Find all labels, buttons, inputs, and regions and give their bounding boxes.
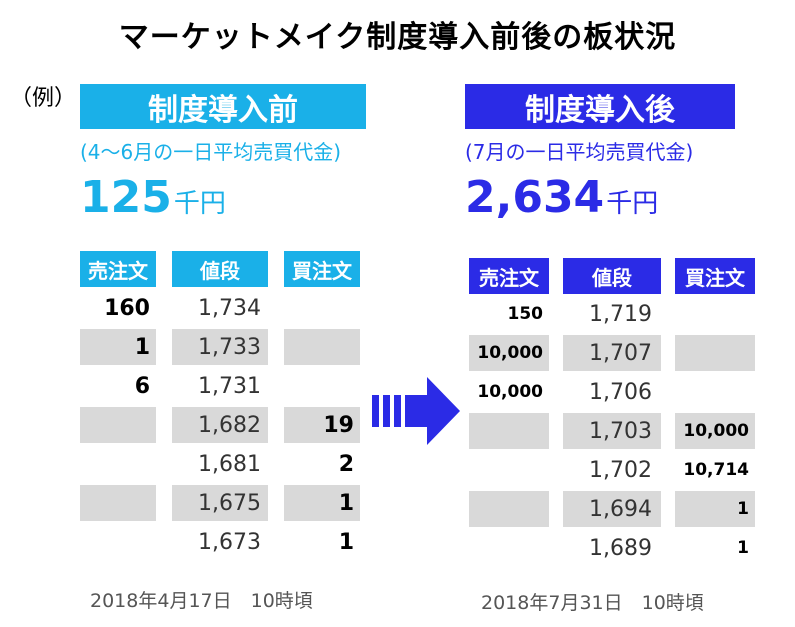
order-row: 1,689 1 [465,530,755,566]
sell-qty-cell [469,413,549,449]
order-row: 1,703 10,000 [465,413,755,449]
before-date: 2018年4月17日 10時頃 [90,590,313,612]
sell-qty-cell [80,407,156,443]
before-col-buy: 買注文 [284,251,360,287]
after-panel: 制度導入後 (7月の一日平均売買代金) 2,634千円 売注文 値段 買注文 1… [465,84,760,614]
price-cell: 1,707 [563,335,661,371]
after-amount-value: 2,634 [465,172,605,223]
price-cell: 1,681 [198,451,261,477]
buy-qty-cell: 1 [675,491,755,527]
buy-qty-cell [675,296,755,332]
after-col-sell: 売注文 [469,258,549,294]
buy-qty-cell [284,329,360,365]
sell-qty-cell: 10,000 [469,335,549,371]
sell-qty-cell: 6 [134,373,150,399]
buy-qty-cell: 19 [284,407,360,443]
buy-qty-cell [284,290,360,326]
sell-qty-cell: 160 [104,295,150,321]
sell-qty-cell [80,485,156,521]
order-row: 10,000 1,707 [465,335,755,371]
sell-qty-cell: 10,000 [477,382,543,402]
price-cell: 1,731 [198,373,261,399]
before-subtitle: (4～6月の一日平均売買代金) [80,140,342,164]
buy-qty-cell: 2 [338,451,354,477]
order-row: 6 1,731 [80,368,360,404]
sell-qty-cell [469,530,549,566]
price-cell: 1,689 [589,535,652,561]
before-panel: 制度導入前 (4～6月の一日平均売買代金) 125千円 売注文 値段 買注文 1… [80,84,366,614]
order-row: 1,681 2 [80,446,360,482]
buy-qty-cell: 1 [737,538,749,558]
price-cell: 1,719 [589,301,652,327]
order-row: 1,682 19 [80,407,360,443]
before-col-price: 値段 [172,251,268,287]
buy-qty-cell [675,374,755,410]
price-cell: 1,694 [563,491,661,527]
order-row: 160 1,734 [80,290,360,326]
order-row: 1,673 1 [80,524,360,560]
sell-qty-cell [80,446,156,482]
order-row: 150 1,719 [465,296,755,332]
buy-qty-cell: 1 [338,529,354,555]
before-col-sell: 売注文 [80,251,156,287]
sell-qty-cell [80,524,156,560]
arrow-right-icon [372,375,464,451]
after-date: 2018年7月31日 10時頃 [481,592,704,614]
page-title: マーケットメイク制度導入前後の板状況 [118,20,677,55]
after-subtitle: (7月の一日平均売買代金) [465,140,694,164]
after-header: 制度導入後 [465,84,735,129]
price-cell: 1,703 [563,413,661,449]
buy-qty-cell [284,368,360,404]
price-cell: 1,682 [172,407,268,443]
buy-qty-cell [675,335,755,371]
before-amount-unit: 千円 [173,189,226,219]
example-label: （例） [10,86,77,111]
price-cell: 1,702 [589,457,652,483]
price-cell: 1,733 [172,329,268,365]
sell-qty-cell: 150 [507,304,544,324]
order-row: 10,000 1,706 [465,374,755,410]
after-amount-unit: 千円 [606,189,659,219]
order-row: 1,694 1 [465,491,755,527]
before-header: 制度導入前 [80,84,366,129]
sell-qty-cell: 1 [80,329,156,365]
sell-qty-cell [469,491,549,527]
before-amount-value: 125 [80,172,172,223]
after-col-price: 値段 [563,258,661,294]
order-row: 1,702 10,714 [465,452,755,488]
order-row: 1,675 1 [80,485,360,521]
order-row: 1 1,733 [80,329,360,365]
after-col-buy: 買注文 [675,258,755,294]
price-cell: 1,673 [198,529,261,555]
buy-qty-cell: 10,000 [675,413,755,449]
price-cell: 1,734 [198,295,261,321]
after-amount: 2,634千円 [465,172,658,223]
price-cell: 1,706 [589,379,652,405]
sell-qty-cell [469,452,549,488]
price-cell: 1,675 [172,485,268,521]
buy-qty-cell: 10,714 [683,460,749,480]
before-amount: 125千円 [80,172,226,223]
buy-qty-cell: 1 [284,485,360,521]
